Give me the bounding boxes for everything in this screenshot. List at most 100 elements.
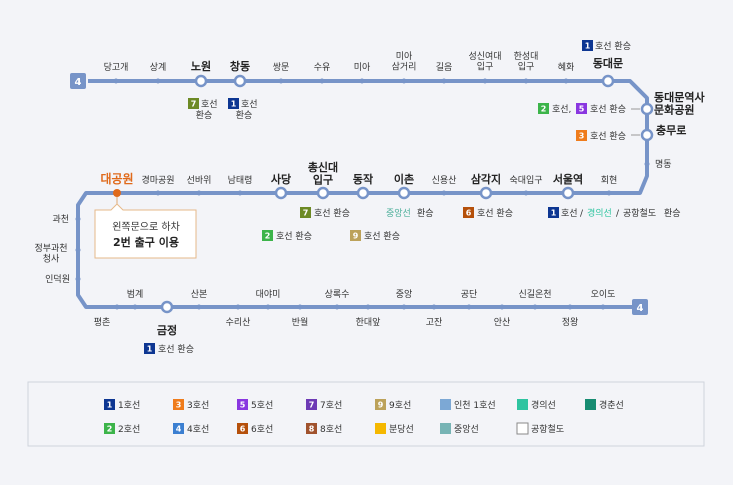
legend-item: 1 1호선 <box>104 399 140 411</box>
station-chungmuro[interactable]: 충무로 <box>640 123 686 142</box>
station-ddp[interactable]: 동대문역사 문화공원 <box>640 90 705 117</box>
station-gojan[interactable]: 고잔 <box>426 304 443 329</box>
station-sanggye[interactable]: 상계 <box>150 61 167 84</box>
station-suyu[interactable]: 수유 <box>314 62 331 84</box>
station-ssangmun[interactable]: 쌍문 <box>273 62 290 84</box>
station-hansung[interactable]: 한성대 입구 <box>514 51 539 84</box>
station-nowon[interactable]: 노원 <box>191 59 211 88</box>
station-gwacheon[interactable]: 과천 <box>52 214 81 225</box>
svg-text:이촌: 이촌 <box>394 172 414 186</box>
station-geumjeong[interactable]: 금정 <box>157 300 177 337</box>
station-pyeongchon[interactable]: 평촌 <box>94 304 120 329</box>
svg-text:호선 환승: 호선 환승 <box>158 343 194 355</box>
station-sanbon[interactable]: 산본 <box>191 289 208 310</box>
transfer-samgakji-line6: 6 호선 환승 <box>463 207 513 219</box>
station-seoulstation[interactable]: 서울역 <box>553 172 583 200</box>
station-dongjak[interactable]: 동작 <box>353 172 373 200</box>
legend-item: 6 6호선 <box>237 423 273 435</box>
station-myeongdong[interactable]: 명동 <box>644 159 672 170</box>
svg-text:신길온천: 신길온천 <box>518 289 551 300</box>
transfer-sadang-line2: 2 호선 환승 <box>262 230 312 242</box>
svg-text:환승: 환승 <box>196 109 213 121</box>
svg-text:공단: 공단 <box>461 289 478 300</box>
station-banwol[interactable]: 반월 <box>292 304 309 329</box>
svg-text:2: 2 <box>265 232 271 241</box>
station-chongshin[interactable]: 총신대 입구 <box>308 160 338 200</box>
svg-text:서울역: 서울역 <box>553 172 583 186</box>
svg-text:경마공원: 경마공원 <box>141 174 174 186</box>
station-singiloncheon[interactable]: 신길온천 <box>518 289 552 310</box>
station-oido[interactable]: 오이도 <box>591 289 616 310</box>
svg-text:금정: 금정 <box>157 323 177 337</box>
station-jeongwang[interactable]: 정왕 <box>562 304 579 329</box>
svg-text:중앙선: 중앙선 <box>454 423 479 435</box>
station-sungshin[interactable]: 성신여대 입구 <box>468 50 502 84</box>
station-sookmyung[interactable]: 숙대입구 <box>509 174 543 196</box>
station-jungang[interactable]: 중앙 <box>396 288 413 310</box>
svg-text:신용산: 신용산 <box>432 175 457 186</box>
svg-text:4호선: 4호선 <box>187 424 209 435</box>
svg-text:노원: 노원 <box>191 59 211 73</box>
station-sinyongsan[interactable]: 신용산 <box>432 175 457 196</box>
station-mia[interactable]: 미아 <box>354 62 371 84</box>
legend-item: 경의선 <box>517 399 556 411</box>
svg-text:5: 5 <box>579 105 585 114</box>
station-daeyami[interactable]: 대야미 <box>256 289 281 310</box>
svg-text:창동: 창동 <box>230 59 250 73</box>
station-sadang[interactable]: 사당 <box>271 172 291 200</box>
svg-text:1: 1 <box>147 345 153 354</box>
station-samgakji[interactable]: 삼각지 <box>471 172 501 200</box>
legend-item: 5 5호선 <box>237 399 273 411</box>
station-gongdan[interactable]: 공단 <box>461 289 478 310</box>
svg-text:호선 환승: 호선 환승 <box>590 130 626 142</box>
legend-item: 9 9호선 <box>375 399 411 411</box>
station-govcomplex[interactable]: 정부과천 청사 <box>34 243 81 264</box>
svg-text:상록수: 상록수 <box>325 289 350 300</box>
svg-text:3: 3 <box>579 132 585 141</box>
station-gireum[interactable]: 길음 <box>436 62 453 84</box>
station-racepark[interactable]: 경마공원 <box>141 174 175 196</box>
svg-text:인덕원: 인덕원 <box>45 274 70 285</box>
legend-item: 경춘선 <box>585 399 624 411</box>
svg-text:1: 1 <box>107 401 113 410</box>
station-sangroksu[interactable]: 상록수 <box>325 289 350 310</box>
station-ichon[interactable]: 이촌 <box>394 172 414 200</box>
station-beomgye[interactable]: 범계 <box>127 288 144 310</box>
station-danggogae[interactable]: 당고개 <box>104 62 129 84</box>
svg-text:5호선: 5호선 <box>251 400 273 411</box>
svg-text:길음: 길음 <box>436 62 453 73</box>
legend: 1 1호선 3 3호선 5 5호선 7 7호선 9 9호선 인천 1호선 경의선 경춘선 2 2호선 4 4호선… <box>104 399 624 435</box>
svg-text:/: / <box>616 209 620 219</box>
svg-text:4: 4 <box>75 77 82 88</box>
legend-item: 3 3호선 <box>173 399 209 411</box>
station-indeogwon[interactable]: 인덕원 <box>45 274 81 285</box>
transfer-seoulstation: 1 호선 / 경의선 / 공항철도 환승 <box>548 207 681 219</box>
station-hoehyeon[interactable]: 회현 <box>601 175 618 196</box>
station-dongdaemun[interactable]: 동대문 <box>593 56 623 88</box>
svg-text:호선,: 호선, <box>552 104 571 115</box>
legend-box <box>27 381 705 447</box>
svg-text:왼쪽문으로 하차: 왼쪽문으로 하차 <box>112 220 180 233</box>
station-ansan[interactable]: 안산 <box>494 304 511 329</box>
station-daegongwon[interactable]: 대공원 <box>100 172 134 197</box>
transfer-geumjeong-line1: 1 호선 환승 <box>144 343 194 355</box>
svg-text:동작: 동작 <box>353 172 373 186</box>
station-seonbawi[interactable]: 선바위 <box>187 175 212 196</box>
svg-text:6: 6 <box>466 209 472 218</box>
svg-text:산본: 산본 <box>191 289 208 300</box>
svg-text:8: 8 <box>309 425 315 434</box>
station-miasageori[interactable]: 미아 삼거리 <box>392 51 417 84</box>
svg-text:호선: 호선 <box>241 99 258 110</box>
svg-text:3호선: 3호선 <box>187 400 209 411</box>
svg-text:호선 환승: 호선 환승 <box>590 103 626 115</box>
station-changdong[interactable]: 창동 <box>230 59 250 88</box>
svg-text:혜화: 혜화 <box>558 61 575 73</box>
station-surisan[interactable]: 수리산 <box>226 304 251 329</box>
station-handaeap[interactable]: 한대앞 <box>356 304 381 329</box>
svg-text:쌍문: 쌍문 <box>273 62 290 73</box>
station-hyehwa[interactable]: 혜화 <box>558 61 575 84</box>
station-namtaeryeong[interactable]: 남태령 <box>228 174 253 196</box>
